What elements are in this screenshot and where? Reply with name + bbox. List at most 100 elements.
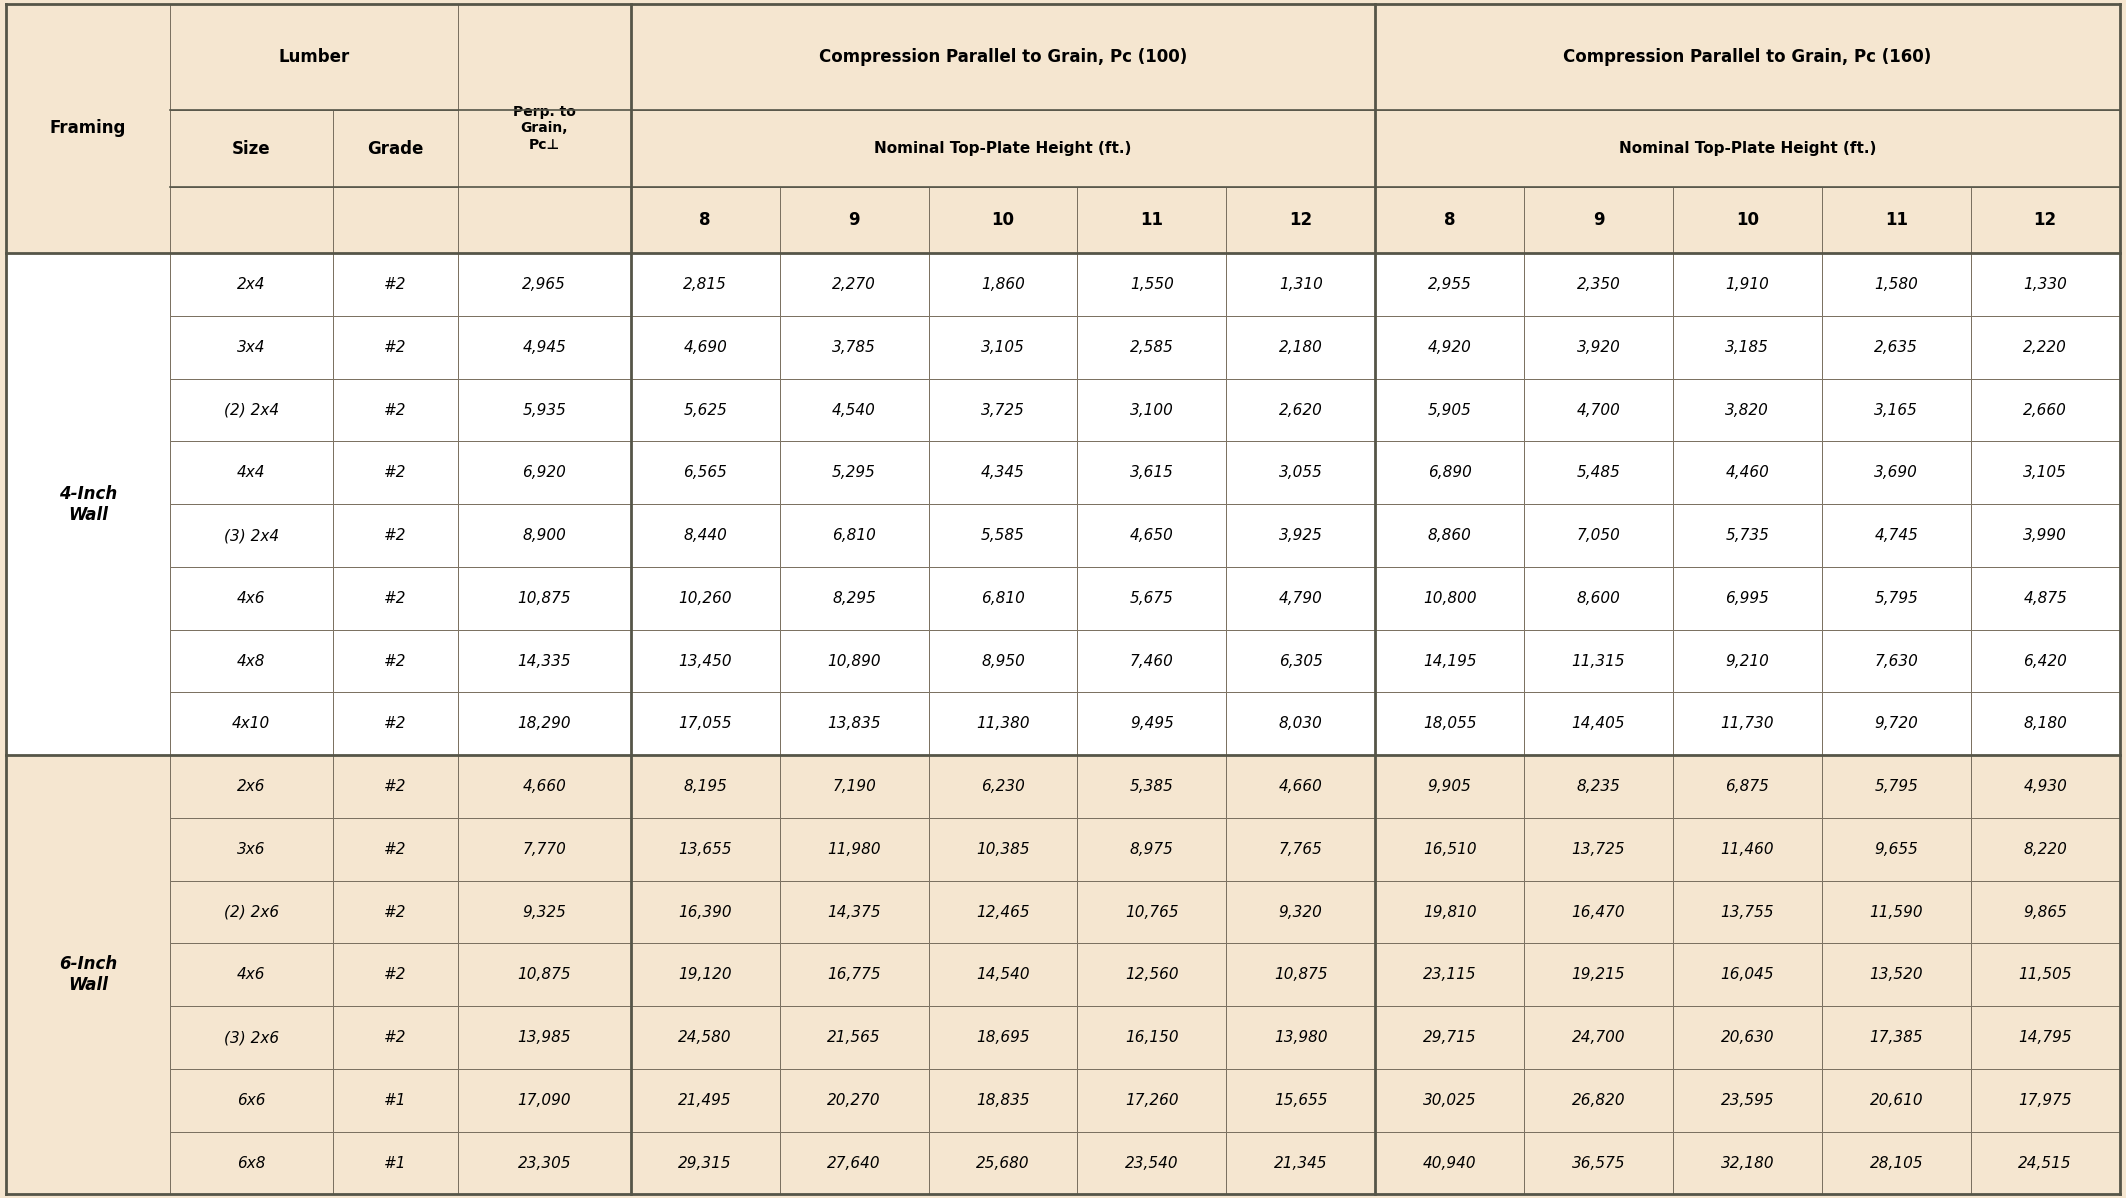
Bar [929, 379, 1078, 441]
Bar [1227, 379, 1376, 441]
Bar [457, 692, 631, 755]
Text: 16,045: 16,045 [1720, 967, 1775, 982]
Bar [1524, 755, 1673, 818]
Text: 10: 10 [991, 211, 1014, 229]
Bar [1524, 692, 1673, 755]
Text: 7,770: 7,770 [523, 842, 566, 857]
Text: 3,100: 3,100 [1129, 403, 1174, 418]
Text: 4,660: 4,660 [1280, 779, 1322, 794]
Bar [929, 316, 1078, 379]
Text: 10: 10 [1737, 211, 1758, 229]
Text: 13,755: 13,755 [1720, 904, 1775, 920]
Bar [334, 253, 457, 316]
Bar [1673, 881, 1822, 943]
Text: 9,655: 9,655 [1875, 842, 1918, 857]
Text: 2,350: 2,350 [1577, 277, 1620, 292]
Bar [170, 316, 334, 379]
Bar [457, 818, 631, 881]
Bar [1078, 881, 1227, 943]
Text: 1,860: 1,860 [980, 277, 1025, 292]
Text: 23,305: 23,305 [517, 1156, 572, 1170]
Bar [1227, 881, 1376, 943]
Bar [170, 441, 334, 504]
Text: 25,680: 25,680 [976, 1156, 1029, 1170]
Text: 2,965: 2,965 [523, 277, 566, 292]
Text: 4,460: 4,460 [1726, 465, 1769, 480]
Bar [780, 441, 929, 504]
Bar [1078, 755, 1227, 818]
Bar [1524, 1006, 1673, 1069]
Text: (3) 2x6: (3) 2x6 [223, 1030, 279, 1045]
Text: 19,810: 19,810 [1422, 904, 1475, 920]
Bar [1376, 630, 1524, 692]
Text: Perp. to
Grain,
Pᴄ⊥: Perp. to Grain, Pᴄ⊥ [512, 105, 576, 152]
Bar [1227, 692, 1376, 755]
Text: Compression Parallel to Grain, Pᴄ (160): Compression Parallel to Grain, Pᴄ (160) [1563, 48, 1933, 66]
Text: 20,270: 20,270 [827, 1093, 880, 1108]
Text: 5,735: 5,735 [1726, 528, 1769, 543]
Text: 5,485: 5,485 [1577, 465, 1620, 480]
Text: 8,030: 8,030 [1280, 716, 1322, 731]
Bar [1227, 1006, 1376, 1069]
Bar [457, 1069, 631, 1132]
Bar [1971, 379, 2120, 441]
Text: #1: #1 [385, 1156, 406, 1170]
Text: 11,980: 11,980 [827, 842, 880, 857]
Bar [457, 1132, 631, 1194]
Bar [929, 755, 1078, 818]
Text: 5,675: 5,675 [1129, 591, 1174, 606]
Bar [457, 755, 631, 818]
Bar [631, 567, 780, 630]
Bar [1971, 1069, 2120, 1132]
Text: 6-Inch
Wall: 6-Inch Wall [60, 955, 117, 994]
Text: Compression Parallel to Grain, Pᴄ (100): Compression Parallel to Grain, Pᴄ (100) [819, 48, 1186, 66]
Text: 13,985: 13,985 [517, 1030, 572, 1045]
Text: 2x4: 2x4 [238, 277, 266, 292]
Bar [1078, 441, 1227, 504]
Text: 9,320: 9,320 [1280, 904, 1322, 920]
Bar [929, 1006, 1078, 1069]
Bar [1227, 567, 1376, 630]
Bar [334, 818, 457, 881]
Text: 9,325: 9,325 [523, 904, 566, 920]
Text: 7,765: 7,765 [1280, 842, 1322, 857]
Text: 11: 11 [1140, 211, 1163, 229]
Text: 4,920: 4,920 [1429, 340, 1471, 355]
Bar [929, 1069, 1078, 1132]
Text: 16,390: 16,390 [678, 904, 731, 920]
Text: 4,700: 4,700 [1577, 403, 1620, 418]
Text: 4x6: 4x6 [238, 967, 266, 982]
Bar [1673, 1132, 1822, 1194]
Text: 17,385: 17,385 [1869, 1030, 1924, 1045]
Text: 5,795: 5,795 [1875, 779, 1918, 794]
Bar [929, 504, 1078, 567]
Text: 9,495: 9,495 [1129, 716, 1174, 731]
Text: 4x6: 4x6 [238, 591, 266, 606]
Bar [1078, 316, 1227, 379]
Text: 1,550: 1,550 [1129, 277, 1174, 292]
Text: 4x4: 4x4 [238, 465, 266, 480]
Bar [631, 253, 780, 316]
Bar [1822, 1069, 1971, 1132]
Text: 5,585: 5,585 [980, 528, 1025, 543]
Bar [457, 567, 631, 630]
Text: #2: #2 [385, 842, 406, 857]
Bar [631, 4, 1376, 110]
Text: 29,715: 29,715 [1422, 1030, 1475, 1045]
Text: 12,560: 12,560 [1125, 967, 1178, 982]
Text: 5,385: 5,385 [1129, 779, 1174, 794]
Bar [1822, 1132, 1971, 1194]
Text: 6x8: 6x8 [238, 1156, 266, 1170]
Text: 14,335: 14,335 [517, 654, 572, 668]
Bar [1971, 1006, 2120, 1069]
Bar [6, 4, 170, 253]
Bar [1673, 504, 1822, 567]
Bar [334, 379, 457, 441]
Text: 2,660: 2,660 [2024, 403, 2066, 418]
Text: 8: 8 [699, 211, 710, 229]
Text: 11,380: 11,380 [976, 716, 1029, 731]
Bar [1971, 504, 2120, 567]
Bar [631, 110, 1376, 187]
Text: 18,835: 18,835 [976, 1093, 1029, 1108]
Text: 36,575: 36,575 [1571, 1156, 1626, 1170]
